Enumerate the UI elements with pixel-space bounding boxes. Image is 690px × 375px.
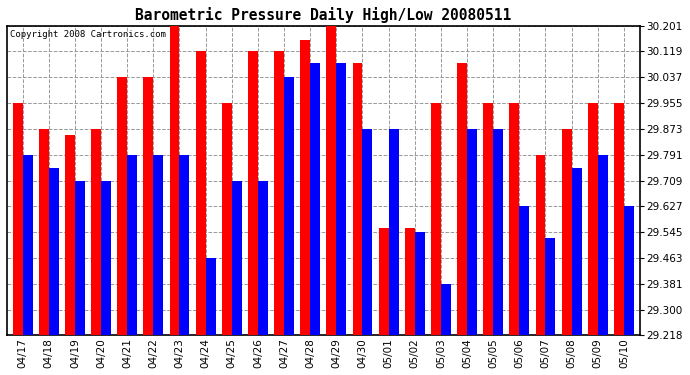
Bar bbox=[457, 63, 467, 335]
Bar bbox=[101, 181, 111, 335]
Bar bbox=[65, 135, 75, 335]
Bar bbox=[388, 129, 399, 335]
Bar bbox=[326, 26, 336, 335]
Bar bbox=[75, 181, 85, 335]
Bar bbox=[405, 228, 415, 335]
Bar bbox=[562, 129, 571, 335]
Bar bbox=[598, 155, 608, 335]
Bar bbox=[127, 155, 137, 335]
Bar bbox=[431, 103, 441, 335]
Title: Barometric Pressure Daily High/Low 20080511: Barometric Pressure Daily High/Low 20080… bbox=[135, 7, 511, 23]
Bar bbox=[12, 103, 23, 335]
Bar bbox=[117, 77, 127, 335]
Bar bbox=[284, 77, 294, 335]
Bar bbox=[535, 155, 546, 335]
Bar bbox=[509, 103, 520, 335]
Bar bbox=[196, 51, 206, 335]
Bar bbox=[23, 155, 32, 335]
Bar bbox=[624, 207, 634, 335]
Bar bbox=[144, 77, 153, 335]
Bar bbox=[49, 168, 59, 335]
Bar bbox=[493, 129, 503, 335]
Bar bbox=[336, 63, 346, 335]
Bar bbox=[353, 63, 362, 335]
Bar bbox=[206, 258, 215, 335]
Bar bbox=[153, 155, 164, 335]
Bar bbox=[39, 129, 49, 335]
Bar bbox=[248, 51, 258, 335]
Bar bbox=[415, 232, 425, 335]
Bar bbox=[179, 155, 190, 335]
Bar bbox=[232, 181, 241, 335]
Bar bbox=[310, 63, 320, 335]
Bar bbox=[441, 284, 451, 335]
Text: Copyright 2008 Cartronics.com: Copyright 2008 Cartronics.com bbox=[10, 30, 166, 39]
Bar bbox=[483, 103, 493, 335]
Bar bbox=[588, 103, 598, 335]
Bar bbox=[571, 168, 582, 335]
Bar bbox=[170, 26, 179, 335]
Bar bbox=[520, 207, 529, 335]
Bar bbox=[274, 51, 284, 335]
Bar bbox=[614, 103, 624, 335]
Bar bbox=[222, 103, 232, 335]
Bar bbox=[362, 129, 373, 335]
Bar bbox=[546, 238, 555, 335]
Bar bbox=[91, 129, 101, 335]
Bar bbox=[379, 228, 388, 335]
Bar bbox=[467, 129, 477, 335]
Bar bbox=[300, 40, 310, 335]
Bar bbox=[258, 181, 268, 335]
